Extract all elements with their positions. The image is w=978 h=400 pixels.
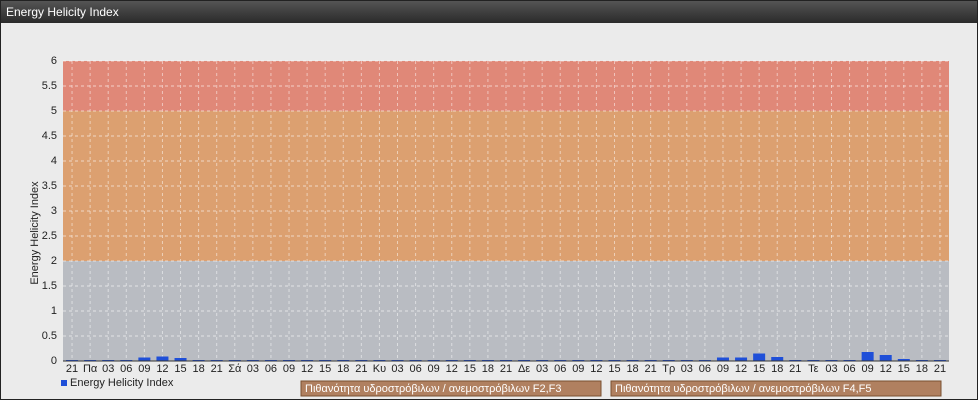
y-tick-label: 1 bbox=[51, 305, 57, 317]
x-tick-label: 09 bbox=[428, 363, 440, 375]
x-tick-label: Κυ bbox=[373, 363, 386, 375]
x-tick-label: 06 bbox=[699, 363, 711, 375]
x-tick-label: 06 bbox=[554, 363, 566, 375]
legend-swatch bbox=[61, 380, 67, 386]
x-tick-label: 18 bbox=[916, 363, 928, 375]
x-tick-label: 21 bbox=[500, 363, 512, 375]
x-tick-label: Τε bbox=[808, 363, 819, 375]
x-tick-label: Δε bbox=[518, 363, 530, 375]
y-tick-label: 1.5 bbox=[42, 280, 57, 292]
band-legend-label: Πιθανότητα υδροστρόβιλων / ανεμοστρόβιλω… bbox=[305, 383, 562, 395]
bar bbox=[753, 353, 766, 361]
x-tick-label: 12 bbox=[880, 363, 892, 375]
x-tick-label: 18 bbox=[192, 363, 204, 375]
y-tick-label: 3.5 bbox=[42, 180, 57, 192]
y-tick-label: 6 bbox=[51, 55, 57, 67]
x-tick-label: 21 bbox=[934, 363, 946, 375]
y-tick-label: 5 bbox=[51, 105, 57, 117]
bar bbox=[897, 359, 910, 361]
x-tick-label: 12 bbox=[446, 363, 458, 375]
bar bbox=[879, 355, 892, 361]
x-tick-label: 06 bbox=[120, 363, 132, 375]
x-tick-label: 03 bbox=[825, 363, 837, 375]
x-tick-label: 15 bbox=[174, 363, 186, 375]
x-tick-label: 03 bbox=[536, 363, 548, 375]
x-tick-label: 21 bbox=[355, 363, 367, 375]
x-tick-label: 09 bbox=[572, 363, 584, 375]
y-tick-label: 4.5 bbox=[42, 130, 57, 142]
y-tick-label: 4 bbox=[51, 155, 57, 167]
bar bbox=[771, 357, 784, 361]
x-tick-label: 03 bbox=[391, 363, 403, 375]
x-tick-label: 15 bbox=[319, 363, 331, 375]
header-title: Energy Helicity Index bbox=[1, 1, 977, 23]
band-legend-label: Πιθανότητα υδροστρόβιλων / ανεμοστρόβιλω… bbox=[615, 383, 872, 395]
x-tick-label: 15 bbox=[464, 363, 476, 375]
x-tick-label: 21 bbox=[66, 363, 78, 375]
x-tick-label: 12 bbox=[590, 363, 602, 375]
x-tick-label: 03 bbox=[681, 363, 693, 375]
x-tick-label: 18 bbox=[482, 363, 494, 375]
x-tick-label: 15 bbox=[608, 363, 620, 375]
x-tick-label: 18 bbox=[626, 363, 638, 375]
legend-label: Energy Helicity Index bbox=[70, 377, 174, 389]
bar bbox=[156, 356, 169, 361]
x-tick-label: 18 bbox=[337, 363, 349, 375]
x-tick-label: 18 bbox=[771, 363, 783, 375]
bar bbox=[735, 357, 748, 361]
x-tick-label: Τρ bbox=[662, 363, 675, 375]
y-axis-label: Energy Helicity Index bbox=[29, 181, 41, 285]
x-tick-label: 09 bbox=[283, 363, 295, 375]
x-tick-label: 09 bbox=[138, 363, 150, 375]
x-tick-label: Σά bbox=[228, 363, 242, 375]
x-tick-label: 12 bbox=[156, 363, 168, 375]
y-tick-label: 0.5 bbox=[42, 330, 57, 342]
y-tick-label: 2 bbox=[51, 255, 57, 267]
x-tick-label: 12 bbox=[301, 363, 313, 375]
bar bbox=[716, 357, 729, 361]
band-legend-box bbox=[300, 380, 602, 397]
bar bbox=[138, 357, 151, 361]
x-tick-label: 03 bbox=[102, 363, 114, 375]
band-legend-box bbox=[610, 380, 942, 397]
y-tick-label: 5.5 bbox=[42, 80, 57, 92]
x-tick-label: Πα bbox=[83, 363, 98, 375]
x-tick-label: 21 bbox=[211, 363, 223, 375]
chart: Energy Helicity Index 0 0.5 1 1.5 2 2.5 3 3.5 4 4… bbox=[29, 55, 949, 397]
bar bbox=[174, 358, 187, 361]
x-tick-label: 09 bbox=[717, 363, 729, 375]
x-tick-label: 09 bbox=[862, 363, 874, 375]
x-tick-label: 06 bbox=[265, 363, 277, 375]
x-tick-label: 03 bbox=[247, 363, 259, 375]
x-tick-label: 21 bbox=[645, 363, 657, 375]
y-tick-label: 0 bbox=[51, 355, 57, 367]
x-tick-label: 12 bbox=[735, 363, 747, 375]
y-tick-label: 3 bbox=[51, 205, 57, 217]
x-tick-label: 15 bbox=[753, 363, 765, 375]
x-tick-label: 21 bbox=[789, 363, 801, 375]
bar bbox=[861, 352, 874, 361]
x-tick-label: 06 bbox=[843, 363, 855, 375]
x-tick-label: 06 bbox=[409, 363, 421, 375]
x-tick-label: 15 bbox=[898, 363, 910, 375]
y-tick-label: 2.5 bbox=[42, 230, 57, 242]
